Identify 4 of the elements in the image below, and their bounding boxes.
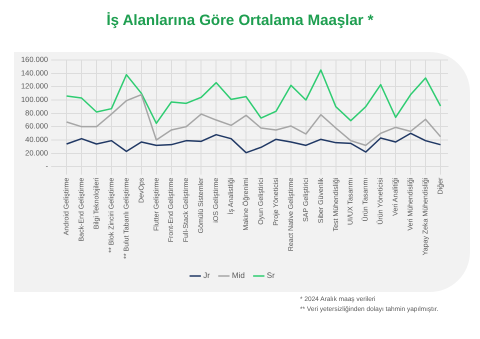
legend-label: Sr [266, 271, 276, 280]
legend-label: Mid [232, 271, 245, 280]
chart-title: İş Alanlarına Göre Ortalama Maaşlar * [105, 12, 375, 29]
legend-label: Jr [203, 271, 210, 280]
